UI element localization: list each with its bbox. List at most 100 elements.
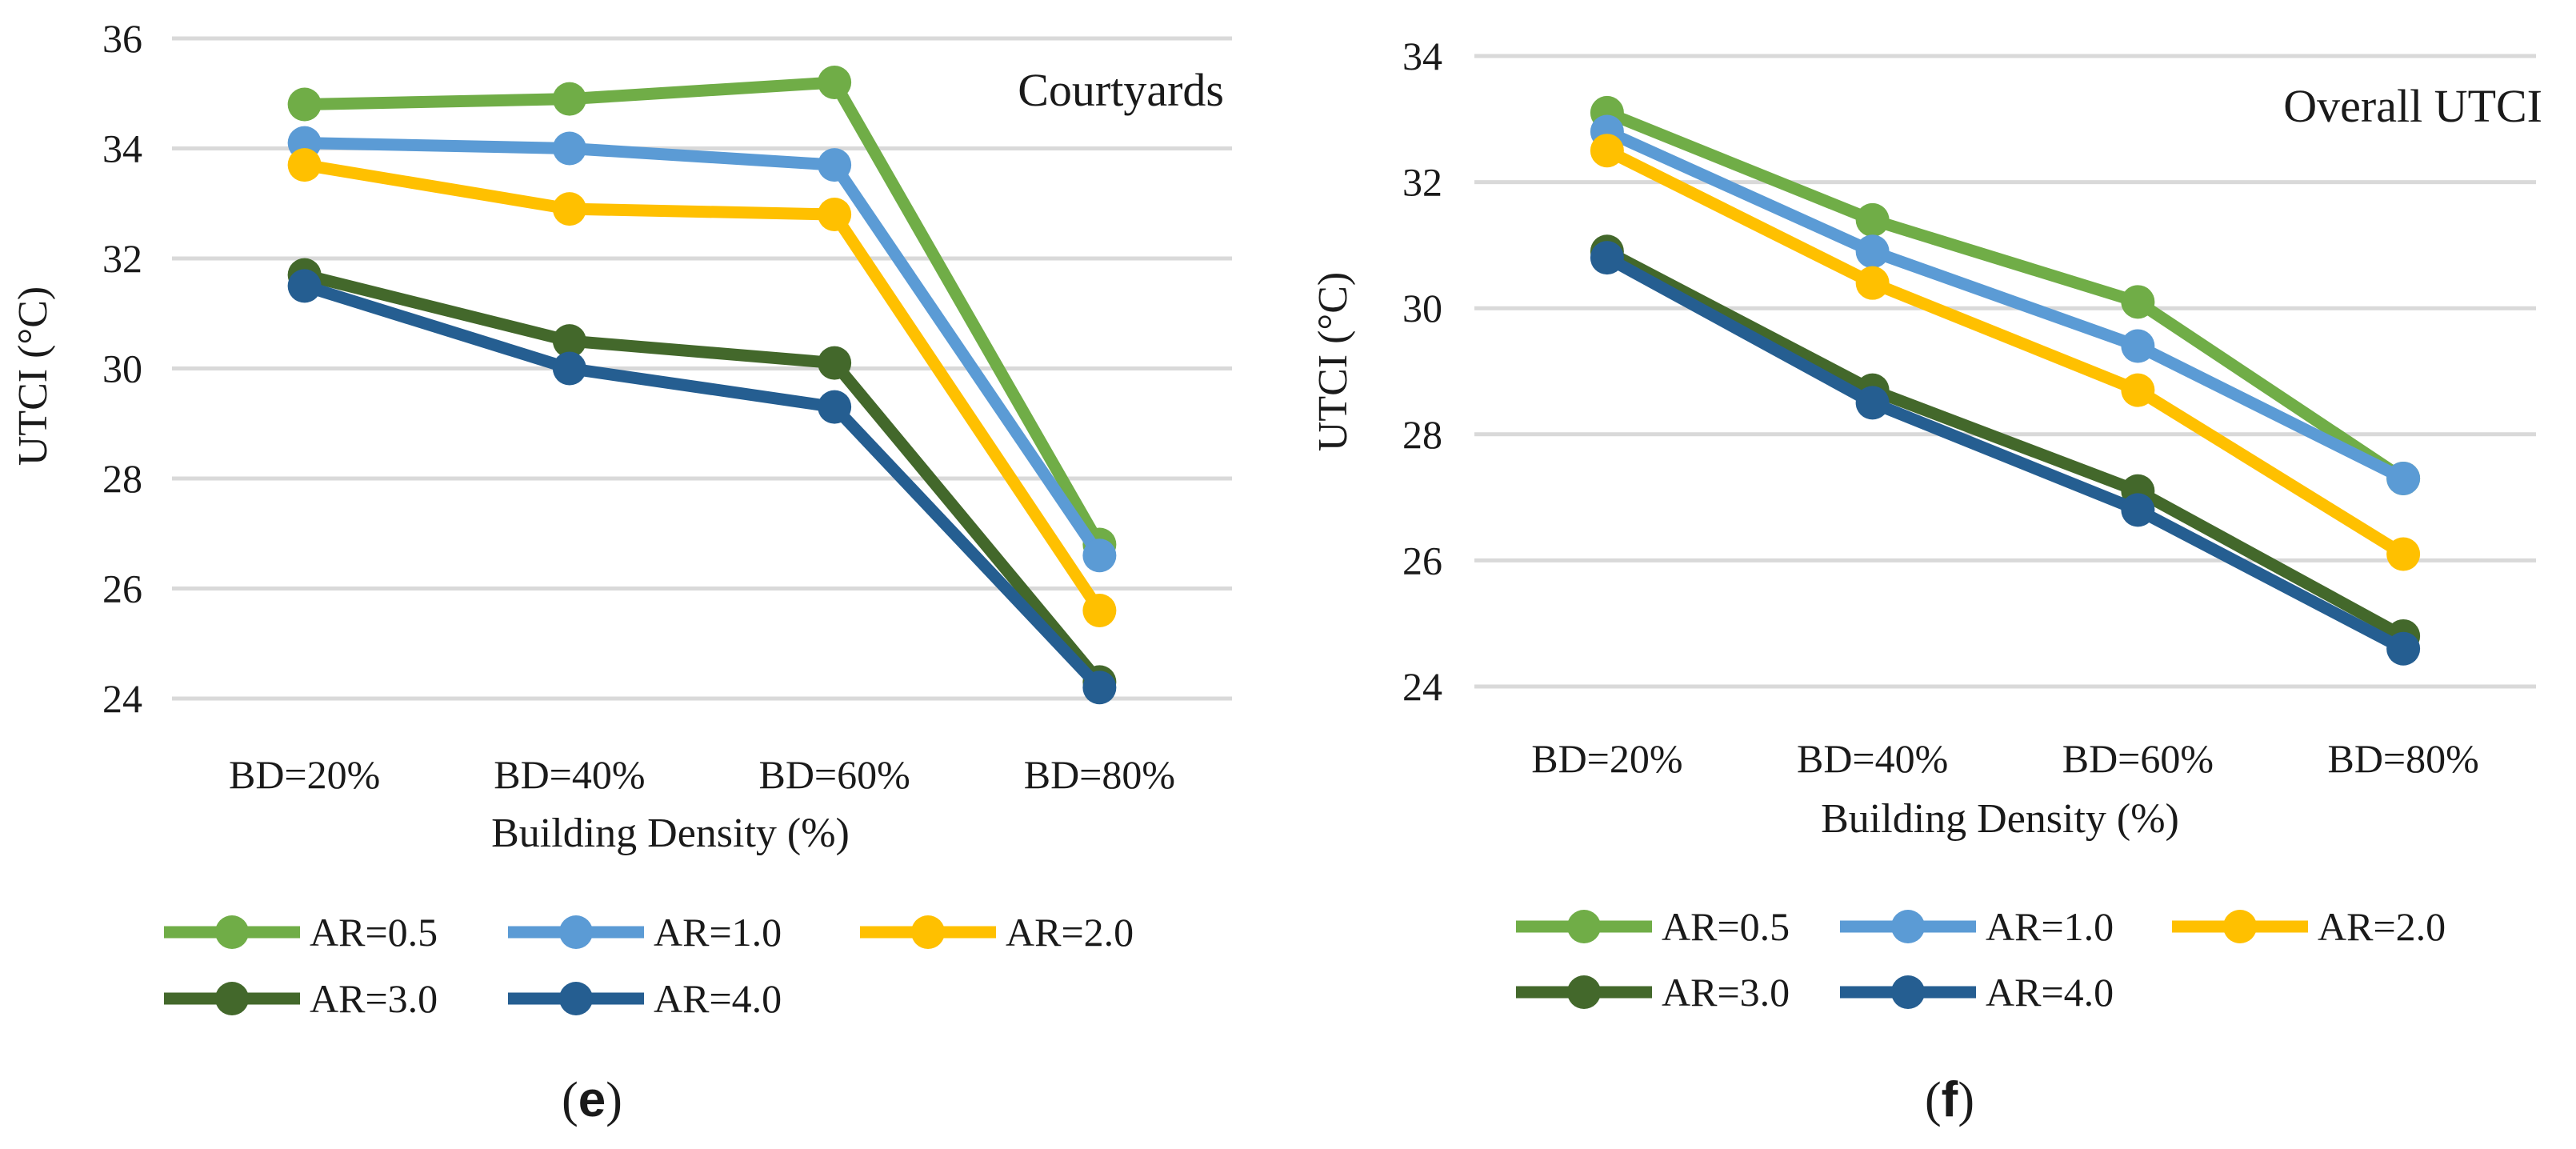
data-point: [1855, 386, 1890, 420]
series-line: [298, 137, 1106, 562]
panel-label-letter: e: [578, 1072, 606, 1127]
y-tick-label: 30: [102, 346, 142, 391]
legend-label: AR=1.0: [1986, 904, 2114, 949]
legend-label: AR=2.0: [2318, 904, 2446, 949]
series-lines: [1590, 95, 2421, 666]
series-AR=2.0: [287, 148, 1117, 627]
data-point: [818, 198, 852, 231]
series-line: [1601, 251, 2410, 655]
series-lines: [287, 66, 1117, 705]
data-point: [2121, 493, 2155, 527]
series-line: [1601, 245, 2410, 643]
y-tick-label: 28: [1402, 412, 1442, 457]
data-point: [552, 131, 586, 166]
data-point: [1590, 134, 1624, 168]
panel-label: (f): [1925, 1072, 1974, 1127]
data-point: [2386, 631, 2421, 666]
gridlines: [1474, 54, 2536, 689]
y-tick-label: 32: [102, 236, 142, 281]
series-line: [1601, 126, 2410, 485]
data-point: [2121, 373, 2155, 407]
series-AR=1.0: [287, 126, 1117, 573]
legend: AR=0.5 AR=1.0 AR=2.0 AR=3.0 AR=4.0: [164, 910, 1134, 1021]
legend-item: AR=2.0: [2172, 904, 2446, 949]
legend-swatch-marker: [1891, 910, 1925, 943]
series-line: [298, 279, 1106, 694]
series-line: [298, 269, 1106, 688]
x-tick-label: BD=20%: [229, 752, 380, 797]
legend-swatch-marker: [559, 915, 593, 949]
panel-label: (e): [562, 1072, 622, 1127]
y-tick-label: 34: [1402, 34, 1442, 78]
x-tick-label: BD=40%: [494, 752, 645, 797]
y-tick-label: 28: [102, 456, 142, 501]
y-tick-label: 32: [1402, 160, 1442, 205]
legend: AR=0.5 AR=1.0 AR=2.0 AR=3.0 AR=4.0: [1516, 904, 2446, 1015]
data-point: [287, 148, 322, 182]
y-tick-label: 26: [1402, 538, 1442, 583]
gridlines: [172, 36, 1232, 701]
y-axis-title: UTCI (°C): [10, 286, 56, 466]
x-tick-label: BD=20%: [1531, 736, 1682, 781]
y-tick-label: 34: [102, 126, 142, 171]
series-AR=4.0: [1590, 241, 2421, 666]
data-point: [552, 351, 586, 386]
legend-item: AR=4.0: [508, 976, 782, 1021]
legend-item: AR=1.0: [1840, 904, 2114, 949]
y-tick-label: 36: [102, 16, 142, 61]
legend-item: AR=0.5: [1516, 904, 1790, 949]
legend-label: AR=4.0: [1986, 970, 2114, 1015]
y-tick-label: 26: [102, 566, 142, 611]
legend-label: AR=3.0: [1662, 970, 1790, 1015]
x-tick-label: BD=40%: [1797, 736, 1948, 781]
data-point: [287, 269, 322, 303]
data-point: [1082, 671, 1117, 705]
legend-label: AR=2.0: [1006, 910, 1134, 955]
y-axis-title: UTCI (°C): [1310, 272, 1356, 451]
panel-label-letter: f: [1942, 1072, 1958, 1127]
x-tick-label: BD=60%: [2062, 736, 2214, 781]
x-axis-title: Building Density (%): [1821, 796, 2179, 842]
legend-swatch-marker: [1567, 910, 1601, 943]
series-AR=2.0: [1590, 134, 2421, 571]
data-point: [1855, 266, 1890, 300]
legend-item: AR=3.0: [1516, 970, 1790, 1015]
legend-swatch-marker: [215, 915, 249, 949]
data-point: [552, 324, 586, 358]
chart-title: Overall UTCI: [2283, 80, 2542, 132]
series-line: [298, 76, 1106, 550]
data-point: [552, 82, 586, 116]
legend-label: AR=1.0: [654, 910, 782, 955]
data-point: [818, 66, 852, 99]
y-tick-label: 24: [1402, 664, 1442, 709]
data-point: [2386, 461, 2421, 495]
legend-item: AR=0.5: [164, 910, 438, 955]
x-tick-label: BD=80%: [2327, 736, 2478, 781]
data-point: [2386, 537, 2421, 571]
series-AR=4.0: [287, 269, 1117, 705]
legend-label: AR=3.0: [310, 976, 438, 1021]
legend-label: AR=4.0: [654, 976, 782, 1021]
legend-swatch-marker: [2223, 910, 2257, 943]
y-tick-labels: 24 26 28 30 32 34 36: [102, 16, 142, 721]
series-line: [1601, 106, 2410, 485]
y-tick-label: 30: [1402, 286, 1442, 330]
x-tick-label: BD=60%: [758, 752, 910, 797]
series-line: [298, 158, 1106, 617]
x-tick-labels: BD=20% BD=40% BD=60% BD=80%: [229, 752, 1175, 797]
chart-title: Courtyards: [1018, 64, 1224, 116]
legend-item: AR=1.0: [508, 910, 782, 955]
x-axis-title: Building Density (%): [491, 811, 850, 856]
data-point: [1855, 234, 1890, 269]
data-point: [1590, 241, 1624, 275]
data-point: [1082, 538, 1117, 573]
data-point: [2121, 285, 2155, 319]
data-point: [818, 346, 852, 380]
data-point: [552, 192, 586, 226]
legend-label: AR=0.5: [1662, 904, 1790, 949]
legend-swatch-marker: [559, 982, 593, 1015]
data-point: [2121, 329, 2155, 363]
series-line: [1601, 144, 2410, 561]
legend-item: AR=3.0: [164, 976, 438, 1021]
